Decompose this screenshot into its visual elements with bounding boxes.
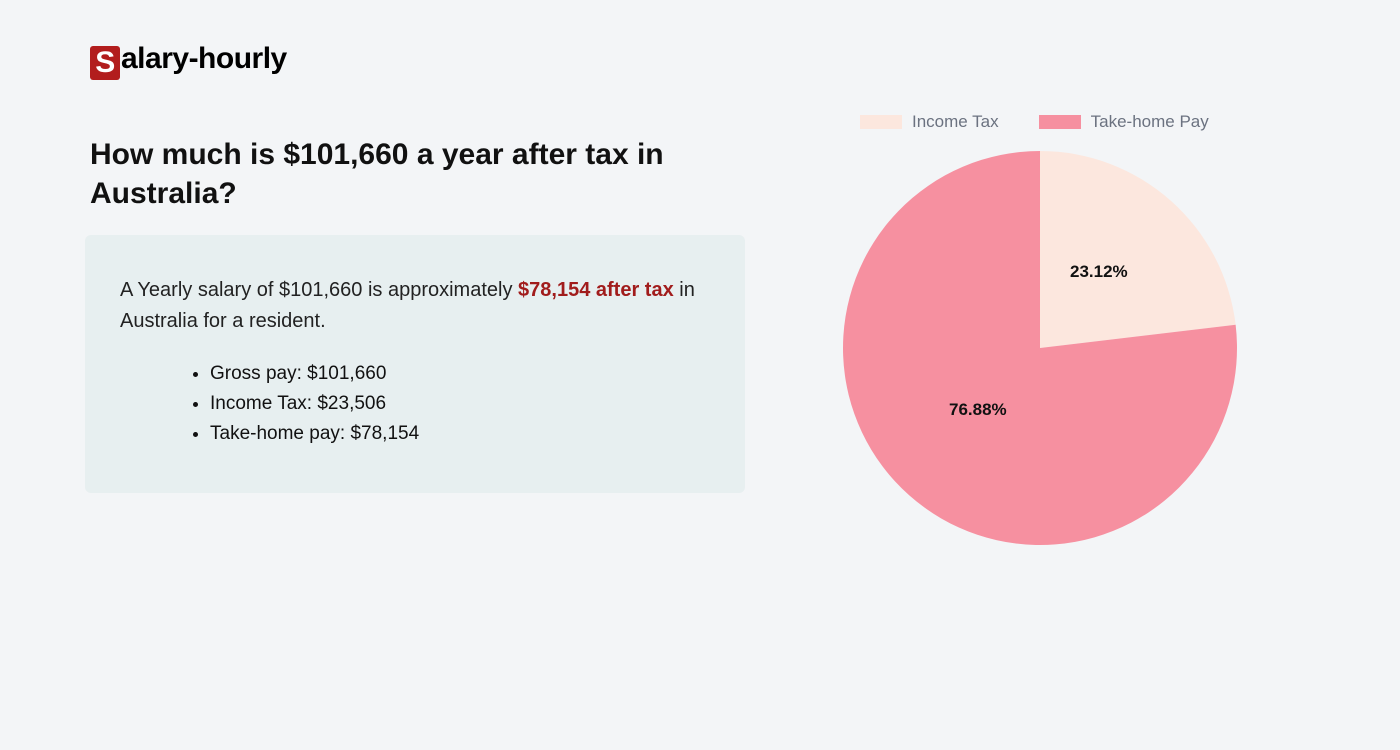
site-logo: Salary-hourly	[90, 42, 287, 80]
legend-swatch-take	[1039, 115, 1081, 129]
list-item-tax: Income Tax: $23,506	[210, 393, 710, 415]
summary-card: A Yearly salary of $101,660 is approxima…	[85, 235, 745, 493]
pie-chart	[840, 148, 1240, 548]
legend-swatch-tax	[860, 115, 902, 129]
summary-pre: A Yearly salary of $101,660 is approxima…	[120, 279, 518, 301]
page-title: How much is $101,660 a year after tax in…	[90, 135, 730, 213]
legend-item-tax: Income Tax	[860, 112, 999, 132]
logo-text: alary-hourly	[121, 42, 287, 75]
summary-highlight: $78,154 after tax	[518, 279, 674, 301]
pie-label-take: 76.88%	[949, 400, 1007, 420]
logo-s-badge: S	[90, 46, 120, 80]
summary-text: A Yearly salary of $101,660 is approxima…	[120, 275, 710, 337]
legend-item-take: Take-home Pay	[1039, 112, 1209, 132]
list-item-gross: Gross pay: $101,660	[210, 363, 710, 385]
legend-label-tax: Income Tax	[912, 112, 999, 131]
summary-list: Gross pay: $101,660 Income Tax: $23,506 …	[120, 363, 710, 445]
list-item-take: Take-home pay: $78,154	[210, 423, 710, 445]
pie-label-tax: 23.12%	[1070, 262, 1128, 282]
chart-legend: Income Tax Take-home Pay	[860, 112, 1209, 132]
legend-label-take: Take-home Pay	[1091, 112, 1209, 131]
